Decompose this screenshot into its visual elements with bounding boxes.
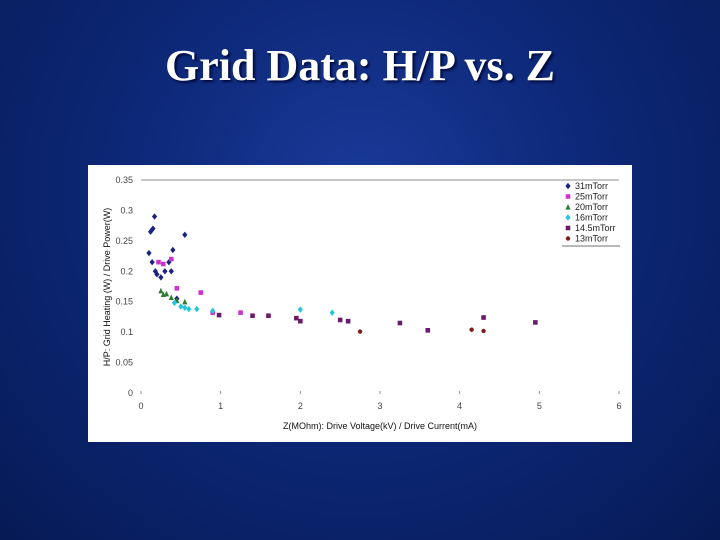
x-tick-label: 5 (537, 401, 542, 411)
data-point-series-4 (345, 318, 351, 324)
data-point-series-0 (158, 274, 164, 281)
data-point-series-0 (147, 228, 154, 235)
data-point-series-0 (152, 268, 158, 275)
scatter-chart: 0 0.05 0.1 0.15 0.2 0.25 0.3 0.35 0 1 2 3 4 5 6 31mTor… (102, 175, 622, 431)
legend-entry: 20mTorr (575, 202, 608, 212)
legend-entry: 25mTorr (575, 192, 608, 202)
data-point-series-0 (146, 249, 152, 257)
data-point-series-1 (168, 256, 174, 262)
chart-panel: 0 0.05 0.1 0.15 0.2 0.25 0.3 0.35 0 1 2 3 4 5 6 31mTor… (88, 165, 632, 442)
data-point-series-4 (266, 313, 271, 319)
y-tick-label: 0.15 (115, 297, 133, 307)
legend-entry: 16mTorr (575, 213, 608, 223)
data-point-series-0 (182, 231, 188, 238)
data-point-series-5 (481, 328, 486, 334)
data-point-series-3 (186, 305, 192, 313)
data-point-series-5 (469, 327, 474, 332)
data-point-series-0 (151, 213, 158, 220)
data-point-series-0 (168, 268, 174, 275)
legend-marker (565, 225, 571, 231)
data-point-series-3 (297, 306, 303, 313)
data-point-series-1 (238, 310, 243, 315)
data-point-series-3 (210, 307, 216, 315)
legend-entry: 31mTorr (575, 181, 608, 191)
data-point-series-4 (481, 315, 486, 320)
legend-entry: 14.5mTorr (575, 223, 616, 233)
data-point-series-2 (182, 298, 188, 305)
data-point-series-3 (178, 303, 184, 310)
legend-marker (565, 214, 571, 221)
y-tick-label: 0.05 (115, 358, 133, 368)
slide-title: Grid Data: H/P vs. Z (165, 41, 555, 90)
legend-marker (565, 236, 571, 241)
data-point-series-4 (397, 320, 403, 326)
data-point-series-2 (168, 294, 174, 301)
x-tick-label: 3 (377, 401, 382, 411)
data-point-series-1 (161, 261, 166, 267)
data-point-series-2 (158, 287, 164, 294)
y-tick-label: 0.1 (120, 327, 133, 337)
legend: 31mTorr25mTorr20mTorr16mTorr14.5mTorr13m… (562, 181, 620, 247)
x-tick-label: 0 (138, 401, 143, 411)
legend-marker (565, 182, 571, 190)
data-point-series-3 (329, 309, 335, 316)
data-point-series-4 (250, 313, 255, 319)
data-point-series-4 (216, 312, 222, 318)
data-point-series-4 (298, 318, 303, 324)
data-point-series-3 (182, 304, 188, 311)
data-point-series-4 (294, 315, 299, 321)
legend-marker (565, 194, 571, 199)
points-layer (146, 213, 538, 334)
data-point-series-5 (357, 329, 363, 334)
x-axis-title: Z(MOhm): Drive Voltage(kV) / Drive Curre… (283, 421, 477, 431)
x-tick-label: 4 (457, 401, 462, 411)
data-point-series-0 (149, 258, 155, 266)
data-point-series-4 (533, 320, 538, 325)
data-point-series-4 (337, 317, 343, 323)
y-tick-label: 0 (128, 388, 133, 398)
data-point-series-0 (170, 246, 176, 254)
legend-entry: 13mTorr (575, 234, 608, 244)
y-tick-label: 0.25 (115, 236, 133, 246)
y-tick-label: 0.35 (115, 175, 133, 185)
y-tick-label: 0.2 (120, 266, 133, 276)
data-point-series-2 (163, 290, 170, 297)
x-tick-label: 2 (298, 401, 303, 411)
data-point-series-1 (198, 290, 204, 295)
data-point-series-4 (425, 328, 431, 333)
y-tick-label: 0.3 (120, 205, 133, 215)
legend-marker (565, 204, 571, 210)
axes-layer: 0 0.05 0.1 0.15 0.2 0.25 0.3 0.35 0 1 2 3 4 5 6 (115, 175, 621, 411)
data-point-series-1 (174, 286, 180, 291)
y-axis-title: H/P: Grid Heating (W) / Drive Power(W) (102, 208, 112, 367)
data-point-series-3 (194, 305, 200, 313)
x-tick-label: 6 (616, 401, 621, 411)
data-point-series-0 (162, 268, 168, 275)
data-point-series-1 (156, 259, 161, 265)
x-tick-label: 1 (218, 401, 223, 411)
